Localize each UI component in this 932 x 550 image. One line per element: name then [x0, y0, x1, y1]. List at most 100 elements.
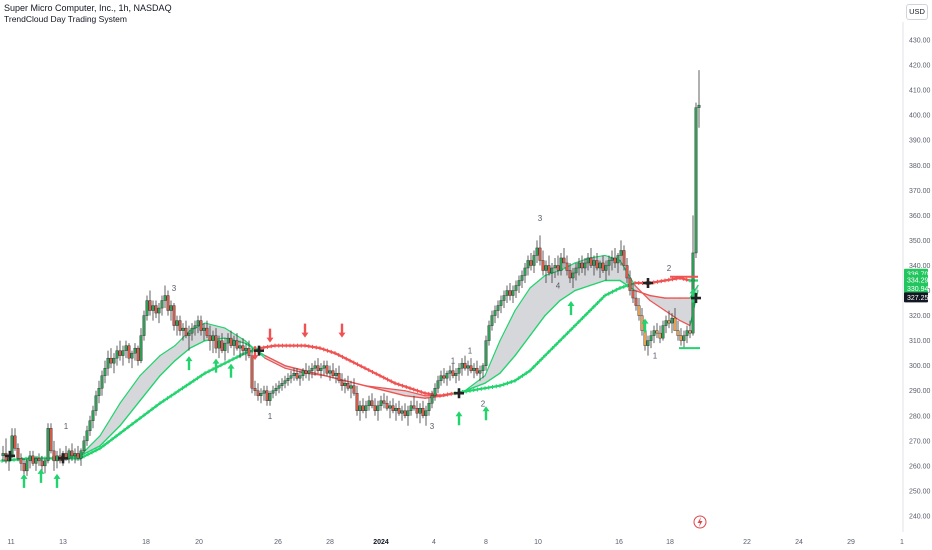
candle-body	[646, 340, 650, 346]
candle-body	[481, 365, 485, 371]
candle-body	[613, 257, 617, 264]
candle-body	[679, 335, 683, 341]
candle-body	[31, 455, 35, 464]
y-tick-label: 240.00	[909, 513, 931, 520]
candle-body	[568, 270, 572, 279]
candle-body	[391, 405, 395, 411]
candle-body	[466, 365, 470, 369]
y-tick-label: 280.00	[909, 413, 931, 420]
candle-body	[316, 365, 320, 371]
wave-labels: 1 3 1 3 1 1 2 3 4 1 2	[64, 214, 672, 431]
price-axis[interactable]: 240.00 250.00 260.00 270.00 280.00 290.00 300.…	[909, 38, 931, 521]
candle-body	[178, 320, 182, 331]
slow-line-segment	[574, 284, 591, 292]
wave-count-label: 1	[268, 412, 273, 421]
candle-body	[19, 458, 23, 464]
fast-line-segment	[664, 309, 681, 322]
candle-body	[85, 430, 89, 442]
price-tag-bg	[904, 274, 928, 285]
buy-signal-arrowhead	[482, 406, 490, 412]
slow-line-segment	[514, 334, 531, 357]
candle-body	[310, 367, 314, 371]
y-tick-label: 360.00	[909, 213, 931, 220]
slow-line-segment	[284, 364, 306, 372]
sell-signal-arrowhead	[338, 332, 346, 338]
candle-body	[562, 257, 566, 264]
candle-body	[28, 455, 32, 462]
candle-body	[124, 345, 128, 351]
x-tick-label: 1	[900, 539, 904, 546]
slow-line-segment	[189, 339, 206, 349]
y-tick-label: 430.00	[909, 38, 931, 45]
candle-body	[307, 370, 311, 374]
x-tick-label: 2024	[373, 539, 389, 546]
fast-line-segment	[679, 319, 691, 327]
candle-body	[130, 352, 134, 359]
candle-body	[82, 440, 86, 452]
candle-body	[472, 367, 476, 371]
fast-line-segment	[514, 287, 531, 312]
currency-badge[interactable]: USD	[906, 4, 928, 20]
candle-body	[424, 410, 428, 416]
candle-body	[49, 428, 53, 452]
indicator-name[interactable]: TrendCloud Day Trading System	[4, 14, 127, 24]
y-tick-label: 340.00	[909, 263, 931, 270]
candle-body	[379, 400, 383, 406]
candle-body	[559, 257, 563, 271]
candle-body	[688, 330, 692, 334]
slow-line-segment	[264, 354, 286, 367]
slow-line-segment	[364, 385, 386, 392]
candle-body	[457, 367, 461, 374]
candle-body	[295, 372, 299, 379]
candle-body	[556, 265, 560, 271]
candle-body	[622, 250, 626, 266]
y-tick-label: 260.00	[909, 463, 931, 470]
candle-body	[346, 383, 350, 389]
candle-body	[451, 370, 455, 376]
candle-body	[694, 107, 698, 254]
candle-body	[607, 260, 611, 266]
x-tick-label: 18	[666, 539, 674, 546]
fast-line-segment	[649, 299, 666, 312]
candle-body	[133, 347, 137, 354]
candle-body	[349, 385, 353, 389]
candle-body	[514, 285, 518, 291]
candle-body	[382, 400, 386, 404]
y-tick-label: 370.00	[909, 188, 931, 195]
candle-body	[448, 370, 452, 374]
candle-body	[214, 335, 218, 349]
y-tick-label: 290.00	[909, 388, 931, 395]
candle-body	[469, 365, 473, 371]
trend-lines	[0, 254, 699, 463]
lightning-icon[interactable]	[693, 515, 707, 529]
slow-line-segment	[384, 390, 406, 397]
x-tick-label: 24	[795, 539, 803, 546]
candle-body	[496, 305, 500, 311]
y-tick-label: 420.00	[909, 63, 931, 70]
candle-body	[547, 265, 551, 274]
candle-body	[301, 370, 305, 376]
candle-body	[604, 265, 608, 271]
candle-body	[277, 385, 281, 389]
candle-body	[550, 267, 554, 274]
slow-line-segment	[634, 289, 651, 297]
candle-body	[226, 337, 230, 344]
candle-body	[355, 393, 359, 411]
candle-body	[400, 410, 404, 414]
buy-signal-arrowhead	[53, 473, 61, 479]
fast-line-segment	[99, 402, 121, 437]
candle-body	[586, 257, 590, 264]
x-tick-label: 8	[484, 539, 488, 546]
candle-body	[100, 375, 104, 389]
candle-body	[649, 335, 653, 341]
price-tag-bg	[904, 292, 928, 303]
x-tick-label: 16	[615, 539, 623, 546]
candle-body	[91, 410, 95, 421]
fast-line-segment	[499, 309, 516, 342]
x-tick-label: 20	[195, 539, 203, 546]
slow-line-segment	[529, 314, 546, 337]
time-axis[interactable]: 11 13 18 20 26 28 2024 4 8 10 16 18 22 24 29 1	[7, 539, 904, 546]
candle-body	[238, 345, 242, 349]
